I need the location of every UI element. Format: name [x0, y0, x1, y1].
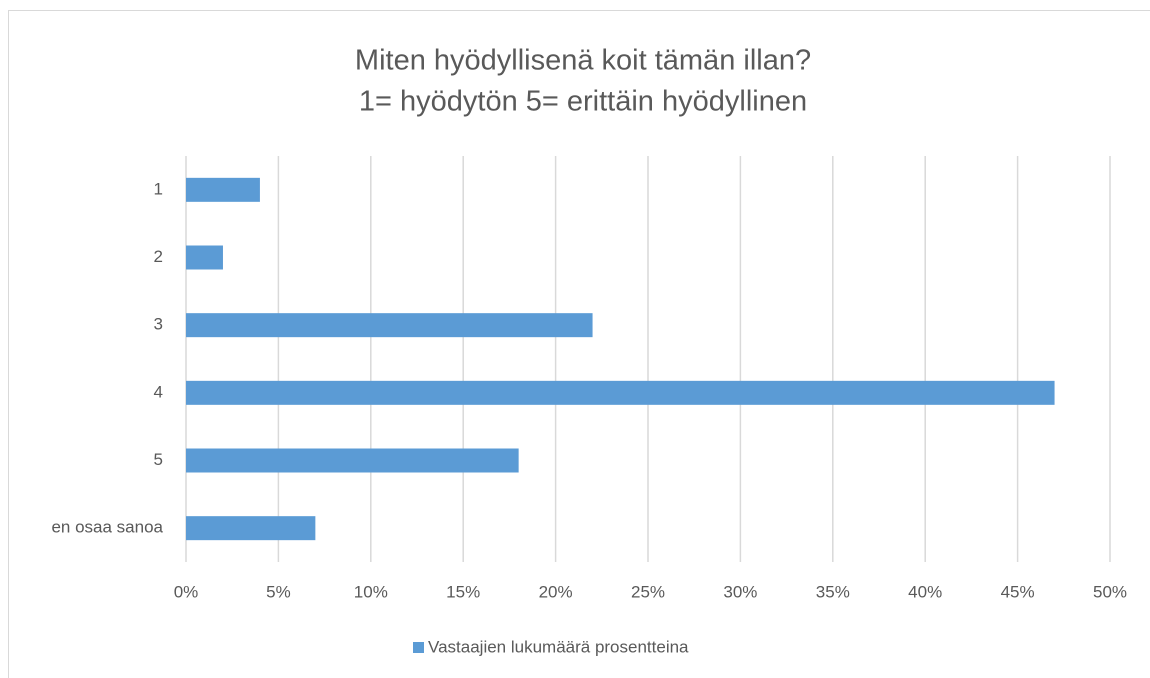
x-tick-label: 15% — [446, 582, 480, 601]
x-tick-label: 30% — [723, 582, 757, 601]
x-tick-label: 20% — [539, 582, 573, 601]
bar — [186, 177, 260, 202]
y-tick-label: 2 — [154, 247, 163, 266]
x-tick-label: 10% — [354, 582, 388, 601]
y-tick-label: 4 — [154, 382, 163, 401]
x-tick-label: 5% — [266, 582, 291, 601]
bar — [186, 516, 316, 541]
bar — [186, 313, 593, 338]
bar — [186, 380, 1055, 405]
y-tick-label: en osaa sanoa — [51, 518, 163, 537]
x-tick-label: 35% — [816, 582, 850, 601]
bar — [186, 448, 519, 473]
x-tick-label: 0% — [174, 582, 199, 601]
y-tick-label: 5 — [154, 450, 163, 469]
y-tick-label: 1 — [154, 179, 163, 198]
x-tick-label: 45% — [1001, 582, 1035, 601]
x-tick-label: 40% — [908, 582, 942, 601]
x-tick-label: 25% — [631, 582, 665, 601]
chart-title: Miten hyödyllisenä koit tämän illan? — [355, 45, 811, 77]
bar — [186, 245, 223, 270]
y-tick-label: 3 — [154, 315, 163, 334]
legend-label: Vastaajien lukumäärä prosentteina — [428, 637, 689, 656]
legend-swatch — [413, 642, 424, 653]
chart-frame — [8, 10, 1150, 678]
chart-subtitle: 1= hyödytön 5= erittäin hyödyllinen — [359, 86, 807, 118]
x-tick-label: 50% — [1093, 582, 1127, 601]
